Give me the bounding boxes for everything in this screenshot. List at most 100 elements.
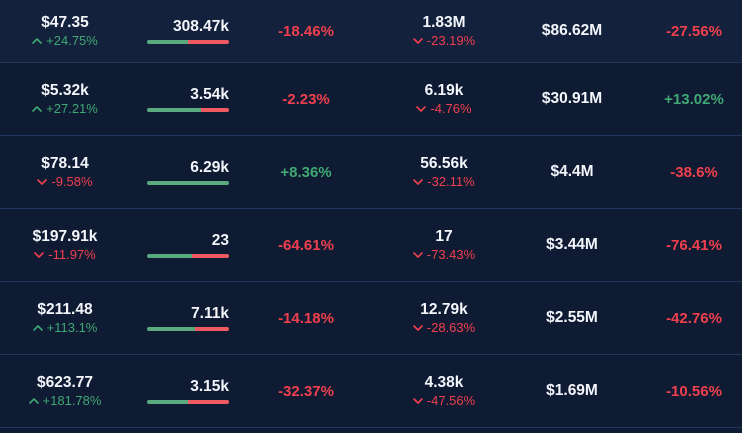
count-change: -73.43% [412,246,476,262]
count-cell: 12.79k -28.63% [366,301,522,335]
price-change-label: +113.1% [46,319,98,335]
count-change-label: -32.11% [427,173,475,189]
long-change-percent: -27.56% [666,22,722,40]
count-cell: 17 -73.43% [366,228,522,262]
buy-sell-bar [147,326,229,331]
table-row[interactable]: $197.91k -11.97% 23 -64.61% 17 [0,208,742,281]
volume-value: 3.54k [190,86,229,104]
next-row-edge [0,427,742,433]
count-cell: 1.83M -23.19% [366,14,522,48]
price-change-label: +24.75% [46,32,98,48]
trend-up-icon [32,325,43,331]
count-change-label: -73.43% [426,246,476,262]
trend-down-icon [412,398,423,404]
trend-down-icon [412,252,423,258]
long-change-cell: -42.76% [622,310,742,327]
price-value: $197.91k [32,227,98,245]
long-change-cell: -76.41% [622,237,742,254]
buy-bar-segment [147,39,188,44]
volume-cell: 308.47k [130,18,246,44]
market-value-cell: $1.69M [522,382,622,399]
volume-value: 23 [211,232,229,250]
count-value: 12.79k [420,300,468,318]
trend-up-icon [32,106,42,112]
market-value: $86.62M [541,22,603,40]
price-cell: $47.35 +24.75% [0,14,130,48]
table-row[interactable]: $623.77 +181.78% 3.15k -32.37% 4.38k [0,354,742,427]
trend-up-icon [32,38,42,44]
table-row[interactable]: $47.35 +24.75% 308.47k -18.46% 1.83M [0,0,742,62]
table-row[interactable]: $211.48 +113.1% 7.11k -14.18% 12.79k [0,281,742,354]
table-row[interactable]: $5.32k +27.21% 3.54k -2.23% 6.19k [0,62,742,135]
price-change: +113.1% [32,319,98,335]
count-value: 17 [435,227,453,245]
buy-sell-bar [147,253,229,258]
count-value: 56.56k [420,154,468,172]
count-value: 6.19k [424,81,464,99]
volume-value: 7.11k [191,305,229,323]
sell-bar-segment [201,107,229,112]
short-change-percent: +8.36% [280,163,332,181]
volume-value: 308.47k [172,18,229,36]
short-change-percent: -32.37% [278,382,334,400]
price-change-label: +27.21% [46,100,98,116]
count-change-label: -28.63% [426,319,476,335]
volume-cell: 7.11k [130,305,246,331]
price-cell: $197.91k -11.97% [0,228,130,262]
count-value: 1.83M [422,13,466,31]
count-change: -4.76% [416,100,472,116]
market-value-cell: $3.44M [522,236,622,253]
buy-bar-segment [147,180,229,185]
price-change: +27.21% [32,100,98,116]
short-change-percent: -64.61% [278,236,334,254]
buy-bar-segment [147,107,202,112]
count-change-label: -47.56% [426,392,476,408]
volume-cell: 6.29k [130,159,246,185]
price-change-label: +181.78% [42,392,102,408]
volume-value: 6.29k [190,159,229,177]
short-change-cell: +8.36% [246,164,366,181]
short-change-cell: -18.46% [246,23,366,40]
short-change-percent: -2.23% [282,90,330,108]
market-value: $30.91M [541,90,603,108]
short-change-cell: -32.37% [246,383,366,400]
short-change-cell: -64.61% [246,237,366,254]
short-change-cell: -2.23% [246,91,366,108]
buy-bar-segment [147,399,188,404]
price-value: $623.77 [36,373,94,391]
trend-down-icon [413,179,424,185]
count-change-label: -23.19% [426,32,476,48]
long-change-cell: +13.02% [622,91,742,108]
count-cell: 4.38k -47.56% [366,374,522,408]
long-change-cell: -10.56% [622,383,742,400]
sell-bar-segment [194,326,229,331]
volume-value: 3.15k [190,378,229,396]
long-change-percent: -10.56% [666,382,722,400]
volume-cell: 3.15k [130,378,246,404]
table-row[interactable]: $78.14 -9.58% 6.29k +8.36% 56.56k [0,135,742,208]
count-change-label: -4.76% [430,100,472,116]
count-change: -47.56% [412,392,476,408]
count-change: -23.19% [412,32,476,48]
price-change-label: -9.58% [51,173,93,189]
market-value: $2.55M [546,309,598,327]
long-change-percent: +13.02% [664,90,724,108]
price-change-label: -11.97% [48,246,96,262]
market-value-cell: $2.55M [522,309,622,326]
buy-sell-bar [147,107,229,112]
count-change: -28.63% [412,319,476,335]
price-value: $78.14 [41,154,89,172]
short-change-percent: -18.46% [278,22,334,40]
price-value: $47.35 [41,13,89,31]
sell-bar-segment [188,39,229,44]
market-value-cell: $86.62M [522,22,622,39]
trend-down-icon [37,179,48,185]
price-value: $5.32k [41,81,89,99]
sell-bar-segment [192,253,229,258]
buy-bar-segment [147,253,193,258]
price-change: -9.58% [37,173,93,189]
volume-cell: 23 [130,232,246,258]
sell-bar-segment [188,399,229,404]
count-cell: 56.56k -32.11% [366,155,522,189]
